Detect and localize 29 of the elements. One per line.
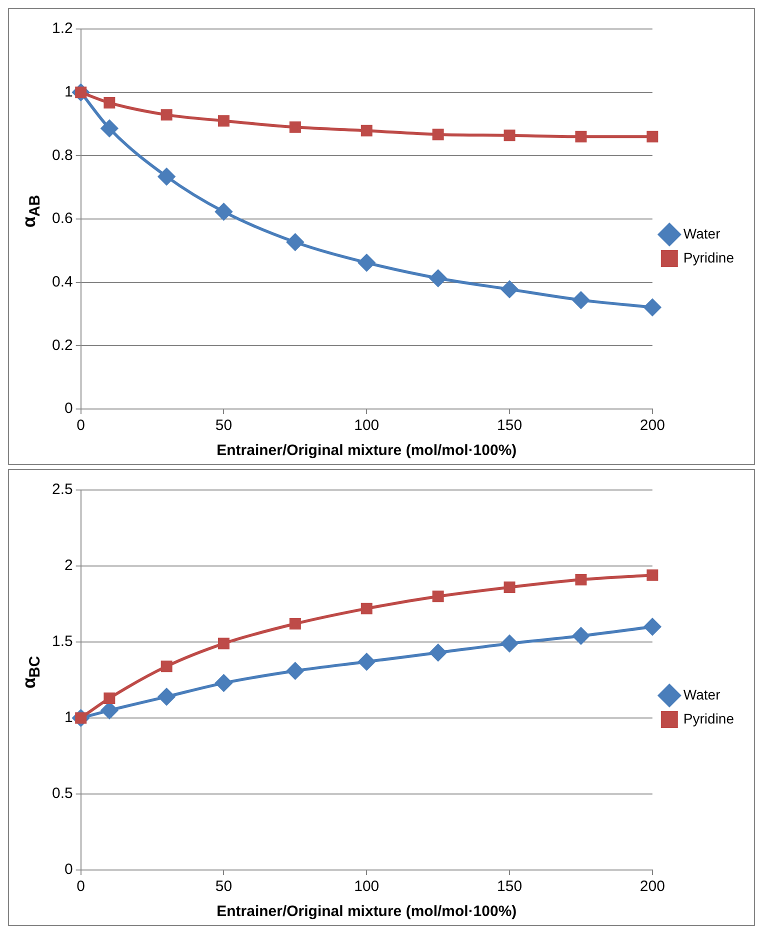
x-tick-label: 100 <box>354 417 380 434</box>
legend-label: Water <box>683 225 721 242</box>
y-tick-label: 1 <box>64 709 73 726</box>
y-tick-label: 0 <box>64 400 73 418</box>
x-axis-title: Entrainer/Original mixture (mol/mol·100%) <box>216 903 517 920</box>
x-tick-label: 50 <box>215 878 232 896</box>
y-tick-label: 0.8 <box>52 146 73 164</box>
y-tick-label: 0.2 <box>52 336 73 354</box>
legend-label: Pyridine <box>683 710 734 726</box>
y-tick-label: 1.5 <box>52 633 73 650</box>
y-tick-label: 1 <box>64 83 73 100</box>
x-tick-label: 150 <box>497 878 522 896</box>
legend-label: Water <box>683 686 721 702</box>
x-tick-label: 0 <box>76 878 86 896</box>
x-tick-label: 100 <box>354 878 380 896</box>
legend-label: Pyridine <box>683 249 734 266</box>
x-axis-title: Entrainer/Original mixture (mol/mol·100%) <box>216 442 517 460</box>
y-tick-label: 0 <box>64 861 73 878</box>
y-tick-label: 2.5 <box>52 481 73 498</box>
x-tick-label: 200 <box>640 878 665 896</box>
y-tick-label: 2 <box>64 557 73 574</box>
y-tick-label: 1.2 <box>52 20 73 38</box>
x-tick-label: 50 <box>215 417 232 434</box>
x-tick-label: 200 <box>640 417 665 434</box>
y-tick-label: 0.4 <box>52 273 73 290</box>
x-tick-label: 0 <box>76 417 86 434</box>
y-tick-label: 0.6 <box>52 210 73 228</box>
x-tick-label: 150 <box>497 417 522 434</box>
y-tick-label: 0.5 <box>52 785 73 802</box>
